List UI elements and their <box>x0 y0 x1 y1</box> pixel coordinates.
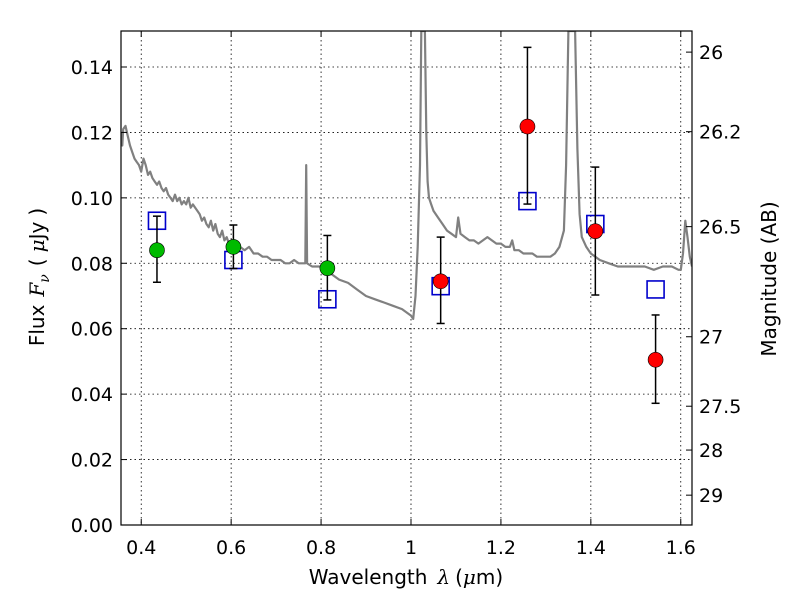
model-photometry-box <box>646 280 665 299</box>
x-tick-label: 1 <box>405 537 417 559</box>
observed-point <box>432 273 449 290</box>
y2-tick-label: 27.5 <box>699 396 741 418</box>
y2-axis-label: Magnitude (AB) <box>757 201 781 356</box>
x-tick-label: 1.2 <box>486 537 516 559</box>
y-tick-label: 0.14 <box>71 57 113 79</box>
observed-point <box>587 223 604 240</box>
y2-tick-label: 26.5 <box>699 217 741 239</box>
observed-point <box>519 118 536 135</box>
y-tick-label: 0.08 <box>71 253 113 275</box>
y2-tick-label: 27 <box>699 327 723 349</box>
y-tick-label: 0.00 <box>71 515 113 537</box>
y2-tick-label: 26 <box>699 42 723 64</box>
observed-point <box>225 239 242 255</box>
y-axis-label: FluxFν(μJy) <box>25 208 53 346</box>
observed-point <box>319 260 336 276</box>
y2-tick-label: 29 <box>699 485 723 507</box>
x-tick-label: 0.4 <box>126 537 156 559</box>
y-tick-label: 0.10 <box>71 188 113 210</box>
x-tick-label: 1.6 <box>666 537 696 559</box>
y2-tick-label: 26.2 <box>699 122 741 144</box>
x-axis-label: Wavelength λ (μm) <box>309 565 503 589</box>
y-tick-label: 0.06 <box>71 319 113 341</box>
plot-frame <box>120 30 693 526</box>
y-tick-label: 0.04 <box>71 384 113 406</box>
observed-point <box>647 351 664 368</box>
x-tick-label: 0.6 <box>216 537 246 559</box>
model-spectrum-line <box>121 31 692 320</box>
y2-tick-label: 28 <box>699 440 723 462</box>
plot-content <box>121 31 692 405</box>
x-tick-label: 1.4 <box>576 537 606 559</box>
y-tick-label: 0.02 <box>71 450 113 472</box>
x-tick-label: 0.8 <box>306 537 336 559</box>
y-tick-label: 0.12 <box>71 122 113 144</box>
axis-ticks: 0.4 0.6 0.8 1 1.2 1.4 1.6 0.00 0.02 0.04 0.06 0.08 0… <box>71 31 741 559</box>
plot-area <box>121 31 692 405</box>
observed-point <box>149 242 165 258</box>
